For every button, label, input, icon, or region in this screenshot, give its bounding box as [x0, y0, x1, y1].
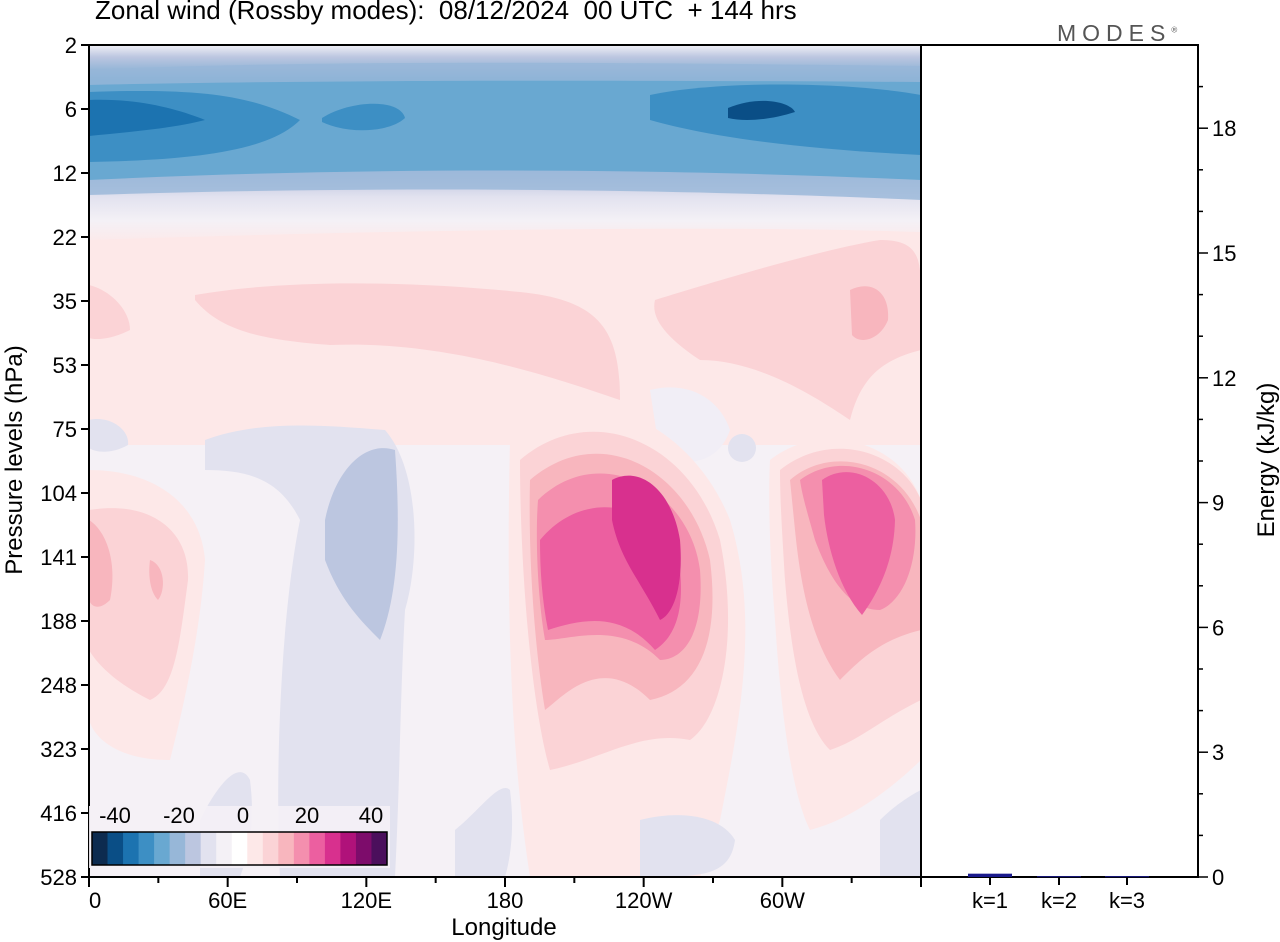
- colorbar-swatch: [278, 832, 295, 865]
- energy-tick-label: 18: [1212, 116, 1236, 141]
- pressure-tick-label: 141: [40, 545, 77, 570]
- colorbar-tick-label: 40: [359, 803, 383, 828]
- colorbar-swatch: [309, 832, 326, 865]
- longitude-tick-label: 120E: [341, 888, 392, 913]
- energy-panel-frame: [920, 44, 1199, 878]
- pressure-tick-label: 2: [65, 33, 77, 58]
- colorbar-swatch: [371, 832, 388, 865]
- energy-tick-label: 0: [1212, 865, 1224, 890]
- longitude-tick-label: 180: [487, 888, 524, 913]
- pressure-tick-label: 323: [40, 737, 77, 762]
- pressure-tick-label: 248: [40, 673, 77, 698]
- colorbar-swatch: [200, 832, 217, 865]
- colorbar-swatch: [262, 832, 279, 865]
- pressure-tick-label: 528: [40, 865, 77, 890]
- y-axis-label: Pressure levels (hPa): [1, 345, 28, 574]
- colorbar-tick-label: -40: [99, 803, 131, 828]
- colorbar-swatch: [231, 832, 248, 865]
- colorbar-swatch: [355, 832, 372, 865]
- energy-axis-label: Energy (kJ/kg): [1253, 383, 1280, 538]
- colorbar-frame: [91, 831, 388, 866]
- colorbar-swatch: [154, 832, 171, 865]
- energy-tick-label: 15: [1212, 241, 1236, 266]
- pressure-tick-label: 75: [53, 417, 77, 442]
- pressure-tick-label: 104: [40, 481, 77, 506]
- energy-category-label: k=2: [1041, 888, 1077, 913]
- energy-bars: k=1 k=2 k=3: [968, 873, 1149, 913]
- chart-title: Zonal wind (Rossby modes): 08/12/2024 00…: [95, 0, 797, 25]
- longitude-tick-label: 60E: [208, 888, 247, 913]
- colorbar-tick-label: 20: [295, 803, 319, 828]
- colorbar-swatch: [92, 832, 109, 865]
- colorbar-swatch: [169, 832, 186, 865]
- pressure-tick-label: 22: [53, 225, 77, 250]
- colorbar-swatch: [185, 832, 202, 865]
- longitude-axis: 0 60E 120E 180 120W 60W: [88, 877, 922, 913]
- pressure-tick-label: 6: [65, 97, 77, 122]
- zonal-wind-contour-map: [89, 45, 921, 877]
- modes-logo-text: MODES: [1057, 20, 1172, 46]
- colorbar-tick-label: 0: [237, 803, 249, 828]
- colorbar-swatch: [123, 832, 140, 865]
- pressure-axis: 2 6 12 22 35 53 75 104 141 188 248 323 416 528: [40, 33, 89, 890]
- energy-tick-label: 3: [1212, 740, 1224, 765]
- colorbar-swatch: [216, 832, 233, 865]
- colorbar-tick-label: -20: [163, 803, 195, 828]
- colorbar-swatch: [340, 832, 357, 865]
- pressure-tick-label: 12: [53, 161, 77, 186]
- colorbar-swatch: [107, 832, 124, 865]
- colorbar-swatch: [293, 832, 310, 865]
- energy-bar: [1105, 876, 1149, 878]
- modes-logo: MODES®: [1057, 20, 1178, 46]
- pressure-tick-label: 416: [40, 801, 77, 826]
- longitude-tick-label: 0: [89, 888, 101, 913]
- energy-tick-label: 6: [1212, 615, 1224, 640]
- energy-category-label: k=1: [972, 888, 1008, 913]
- longitude-tick-label: 60W: [760, 888, 805, 913]
- energy-bar: [1037, 876, 1081, 878]
- energy-tick-label: 12: [1212, 366, 1236, 391]
- colorbar-swatch: [247, 832, 264, 865]
- pressure-tick-label: 188: [40, 609, 77, 634]
- longitude-tick-label: 120W: [615, 888, 673, 913]
- energy-axis: 0 3 6 9 12 15 18: [1198, 85, 1236, 890]
- energy-tick-label: 9: [1212, 491, 1224, 516]
- pressure-tick-label: 35: [53, 289, 77, 314]
- colorbar-legend: -40 -20 0 20 40: [89, 803, 390, 868]
- energy-category-label: k=3: [1109, 888, 1145, 913]
- colorbar-swatch: [324, 832, 341, 865]
- colorbar-swatch: [138, 832, 155, 865]
- x-axis-label: Longitude: [451, 914, 556, 941]
- energy-bar: [968, 873, 1012, 877]
- pressure-tick-label: 53: [53, 353, 77, 378]
